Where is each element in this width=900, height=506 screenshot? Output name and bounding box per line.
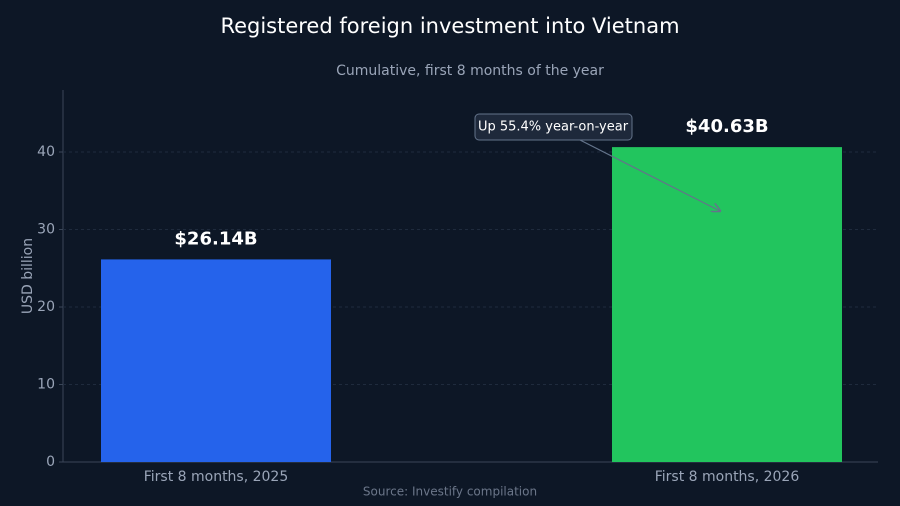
source-note: Source: Investify compilation bbox=[363, 485, 537, 499]
chart-subtitle: Cumulative, first 8 months of the year bbox=[336, 63, 604, 79]
x-tick-label: First 8 months, 2026 bbox=[655, 469, 800, 485]
y-axis-label: USD billion bbox=[20, 238, 36, 314]
chart-title: Registered foreign investment into Vietn… bbox=[220, 14, 679, 38]
value-label: $26.14B bbox=[174, 228, 257, 249]
y-tick-label: 0 bbox=[46, 454, 55, 470]
y-tick-label: 10 bbox=[37, 377, 55, 393]
y-tick-label: 40 bbox=[37, 144, 55, 160]
x-tick-label: First 8 months, 2025 bbox=[144, 469, 289, 485]
annotation-box bbox=[474, 113, 633, 141]
y-tick-label: 20 bbox=[37, 299, 55, 315]
bar bbox=[101, 259, 331, 462]
annotation-text: Up 55.4% year-on-year bbox=[478, 120, 629, 135]
annotation-arrow bbox=[579, 139, 720, 211]
bar bbox=[612, 147, 842, 462]
value-label: $40.63B bbox=[685, 116, 768, 137]
y-tick-label: 30 bbox=[37, 222, 55, 238]
